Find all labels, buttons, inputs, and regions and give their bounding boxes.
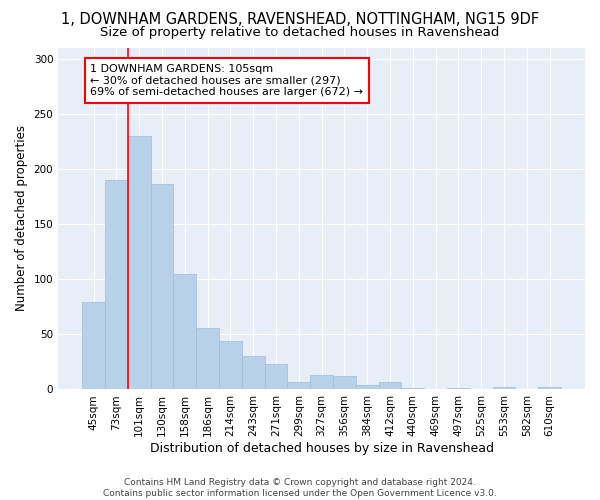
Bar: [128, 136, 151, 390]
Bar: [379, 382, 401, 390]
Bar: [105, 180, 128, 390]
Bar: [151, 184, 173, 390]
Bar: [196, 328, 219, 390]
Bar: [242, 356, 265, 390]
Bar: [82, 302, 105, 390]
Bar: [401, 388, 424, 390]
Bar: [538, 388, 561, 390]
Bar: [219, 341, 242, 390]
Bar: [493, 388, 515, 390]
Text: Contains HM Land Registry data © Crown copyright and database right 2024.
Contai: Contains HM Land Registry data © Crown c…: [103, 478, 497, 498]
Text: 1 DOWNHAM GARDENS: 105sqm
← 30% of detached houses are smaller (297)
69% of semi: 1 DOWNHAM GARDENS: 105sqm ← 30% of detac…: [90, 64, 363, 97]
Text: 1, DOWNHAM GARDENS, RAVENSHEAD, NOTTINGHAM, NG15 9DF: 1, DOWNHAM GARDENS, RAVENSHEAD, NOTTINGH…: [61, 12, 539, 28]
Bar: [310, 375, 333, 390]
Y-axis label: Number of detached properties: Number of detached properties: [15, 126, 28, 312]
Bar: [287, 382, 310, 390]
Text: Size of property relative to detached houses in Ravenshead: Size of property relative to detached ho…: [100, 26, 500, 39]
Bar: [173, 274, 196, 390]
Bar: [447, 388, 470, 390]
X-axis label: Distribution of detached houses by size in Ravenshead: Distribution of detached houses by size …: [149, 442, 494, 455]
Bar: [356, 385, 379, 390]
Bar: [265, 364, 287, 390]
Bar: [333, 376, 356, 390]
